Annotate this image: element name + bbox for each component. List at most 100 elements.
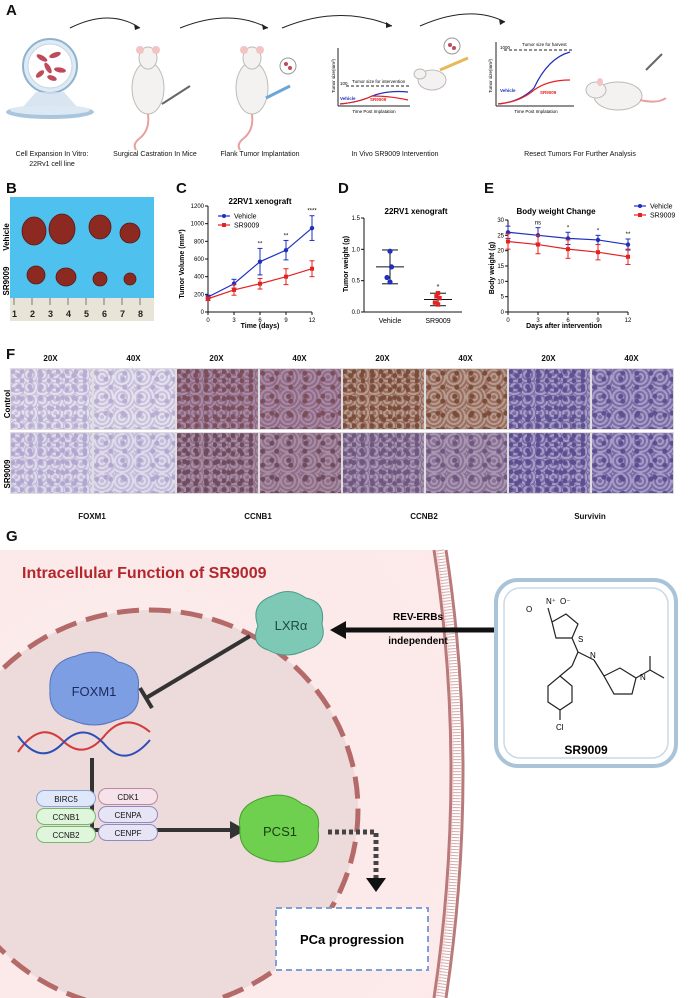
- significance-label: *: [437, 284, 440, 291]
- tumor-sr9009-2: [55, 267, 77, 287]
- y-tick-label: 0.5: [352, 279, 361, 285]
- ihc-image-ccnb1-control-40x: [259, 368, 342, 430]
- ihc-image-foxm1-control-20x: [10, 368, 93, 430]
- tumor-vehicle-4: [119, 222, 141, 244]
- y-tick-label: 10: [497, 279, 504, 285]
- gene-ccnb1: CCNB1: [36, 808, 96, 825]
- ruler-5: 5: [84, 309, 89, 319]
- tumor-photo: 1 2 3 4 5 6 7 8: [10, 197, 154, 321]
- mini1-vehicle: Vehicle: [340, 96, 356, 101]
- y-tick-label: 200: [194, 292, 205, 298]
- mini2-xlabel: Time Post Implatation: [514, 109, 558, 114]
- point-sr9009: [432, 300, 438, 305]
- progression-arrow: [328, 829, 379, 880]
- mini1-drug: SR9009: [370, 97, 387, 102]
- point-sr9009: [506, 239, 510, 244]
- gene-birc5: BIRC5: [36, 790, 96, 807]
- mini1-threshold: 100: [340, 81, 348, 86]
- mini1-xlabel: Time Post Implatation: [352, 109, 396, 114]
- dna-helix-icon: [17, 721, 151, 757]
- step-1-sublabel: 22Rv1 cell line: [29, 161, 75, 168]
- gene-cenpa: CENPA: [98, 806, 158, 823]
- ihc-image-ccnb1-sr9009-20x: [176, 432, 259, 494]
- y-tick-label: 600: [194, 257, 205, 263]
- y-tick-label: 0.0: [352, 310, 361, 316]
- legend-label: Vehicle: [234, 214, 257, 221]
- mini-chart-intervention: Tumor size(mm³) Time Post Implatation 10…: [331, 48, 410, 114]
- ihc-image-foxm1-control-40x: [93, 368, 176, 430]
- point-vehicle: [387, 279, 393, 285]
- pcs1-label: PCS1: [263, 824, 297, 839]
- magnification-label: 20X: [43, 354, 58, 363]
- magnification-label: 20X: [541, 354, 556, 363]
- gene-cdk1: CDK1: [98, 788, 158, 805]
- y-tick-label: 1200: [191, 204, 205, 210]
- svg-text:N: N: [640, 673, 646, 682]
- svg-text:S: S: [578, 635, 583, 644]
- mouse-resection-icon: [585, 53, 667, 111]
- petri-dish-icon: [6, 38, 94, 119]
- workflow-arrow-3: [281, 15, 393, 29]
- ihc-image-survivin-control-40x: [591, 368, 674, 430]
- significance-label: *: [567, 225, 570, 231]
- workflow-arrow-4: [419, 13, 506, 27]
- point-sr9009: [566, 247, 570, 252]
- x-tick-label: 9: [596, 318, 600, 324]
- mouse-implantation-icon: [235, 46, 297, 151]
- y-tick-label: 15: [497, 264, 504, 270]
- x-tick-label: 12: [309, 318, 316, 324]
- x-tick-label: 6: [258, 318, 262, 324]
- mini2-threshold: 1000: [500, 45, 511, 50]
- point-sr9009: [596, 250, 600, 255]
- independent-label: independent: [388, 636, 448, 647]
- ruler-7: 7: [120, 309, 125, 319]
- gene-ccnb2: CCNB2: [36, 826, 96, 843]
- ihc-image-ccnb2-control-20x: [342, 368, 425, 430]
- point-vehicle: [384, 274, 390, 281]
- ihc-image-survivin-sr9009-40x: [591, 432, 674, 494]
- x-tick-label: 9: [284, 318, 288, 324]
- ihc-image-ccnb2-sr9009-20x: [342, 432, 425, 494]
- tumor-sr9009-1: [26, 265, 46, 285]
- ruler-4: 4: [66, 309, 71, 319]
- workflow-arrow-2: [179, 17, 269, 29]
- y-tick-label: 30: [497, 218, 504, 224]
- significance-label: ns: [535, 221, 541, 227]
- point-vehicle: [309, 225, 315, 231]
- significance-label: **: [626, 232, 631, 238]
- panel-letter-f: F: [6, 346, 16, 363]
- point-sr9009: [310, 266, 314, 271]
- point-sr9009: [434, 294, 439, 299]
- svg-text:O: O: [526, 605, 532, 614]
- mini1-threshold-label: Tumor size for intervention: [352, 79, 406, 84]
- y-tick-label: 400: [194, 275, 205, 281]
- ihc-grid: 20X 40X FOXM1 20X 40X CCNB1 20X 40X CCNB2 20X 40X S…: [0, 354, 692, 530]
- point-vehicle: [388, 264, 395, 270]
- chartE-xlabel: Days after intervention: [526, 323, 602, 330]
- point-sr9009: [435, 302, 441, 307]
- y-tick-label: 25: [497, 233, 504, 239]
- legend-label: Vehicle: [650, 204, 673, 211]
- point-sr9009: [437, 296, 442, 301]
- ihc-image-ccnb1-control-20x: [176, 368, 259, 430]
- tumor-volume-chart: 22RV1 xenograft Tumor Volume (mm³) Time …: [179, 197, 317, 330]
- chartC-xlabel: Time (days): [241, 323, 280, 330]
- tumor-vehicle-1: [21, 216, 47, 246]
- y-tick-label: 1.0: [352, 247, 361, 253]
- outcome-label: PCa progression: [300, 932, 404, 947]
- ihc-image-ccnb2-sr9009-40x: [425, 432, 508, 494]
- x-tick-label: 0: [206, 318, 210, 324]
- photo-row-labels: Vehicle SR9009: [2, 223, 11, 296]
- legend-label: SR9009: [234, 223, 259, 230]
- step-3-label: Flank Tumor Implantation: [220, 151, 300, 158]
- ihc-marker-label: Survivin: [574, 512, 606, 521]
- ihc-image-survivin-control-20x: [508, 368, 591, 430]
- y-tick-label: 0: [201, 310, 205, 316]
- ihc-marker-label: CCNB1: [244, 512, 272, 521]
- significance-label: **: [258, 241, 263, 247]
- chartD-ylabel: Tumor weight (g): [343, 236, 350, 292]
- mini2-ylabel: Tumor size(mm³): [488, 58, 493, 93]
- panel-letter-d: D: [338, 180, 349, 197]
- pcs1-protein-icon: [238, 794, 320, 863]
- mini2-vehicle: Vehicle: [500, 88, 516, 93]
